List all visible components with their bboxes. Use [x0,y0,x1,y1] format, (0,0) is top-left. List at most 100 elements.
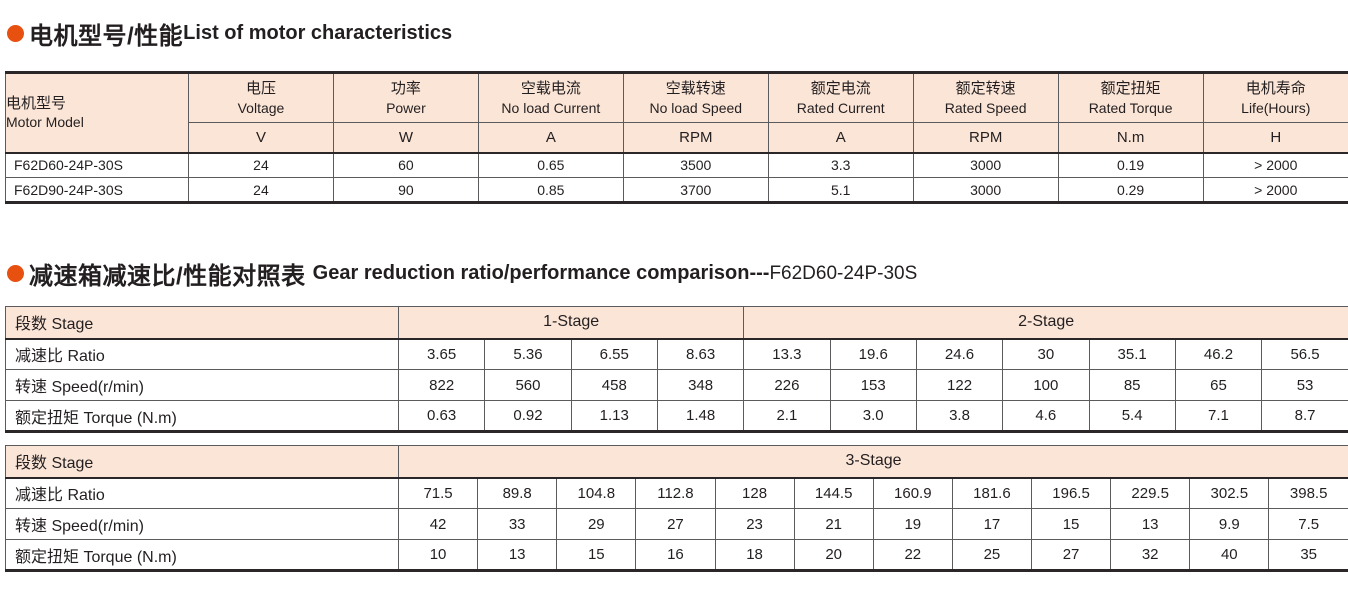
data-cell: 71.5 [399,478,478,509]
data-cell: 7.1 [1175,401,1261,432]
data-cell: 0.63 [399,401,485,432]
data-cell: 18 [715,540,794,571]
data-cell: 3.3 [768,153,913,178]
data-cell: 27 [636,509,715,540]
row-label-cell: 额定扭矩 Torque (N.m) [6,401,399,432]
section2-title-zh: 减速箱减速比/性能对照表 [29,256,306,291]
data-cell: 6.55 [571,339,657,370]
data-cell: 24 [189,153,334,178]
data-cell: 22 [873,540,952,571]
unit-cell: H [1203,123,1348,153]
section1-title-zh: 电机型号/性能 [29,16,183,51]
gear12-speed-row: 转速 Speed(r/min) 822 560 458 348 226 153 … [6,370,1348,401]
stage-group-3stage: 3-Stage [399,446,1348,478]
unit-cell: A [478,123,623,153]
data-cell: 302.5 [1190,478,1269,509]
gear3-torque-row: 额定扭矩 Torque (N.m) 10 13 15 16 18 20 22 2… [6,540,1348,571]
header-en: Rated Torque [1059,99,1203,117]
model-cell: F62D90-24P-30S [6,178,189,203]
data-cell: 0.92 [485,401,571,432]
data-cell: 1.48 [657,401,743,432]
data-cell: 560 [485,370,571,401]
header-en: Rated Speed [914,99,1058,117]
data-cell: 42 [399,509,478,540]
data-cell: 23 [715,509,794,540]
data-cell: 3700 [623,178,768,203]
gear3-speed-row: 转速 Speed(r/min) 42 33 29 27 23 21 19 17 … [6,509,1348,540]
data-cell: 181.6 [952,478,1031,509]
data-cell: 35.1 [1089,339,1175,370]
bullet-icon [7,25,24,42]
data-cell: 458 [571,370,657,401]
header-zh: 空载转速 [624,79,768,99]
unit-cell: RPM [623,123,768,153]
data-cell: 1.13 [571,401,657,432]
data-cell: 15 [557,540,636,571]
stage-label-cell: 段数 Stage [6,446,399,478]
data-cell: 7.5 [1269,509,1348,540]
data-cell: 35 [1269,540,1348,571]
corner-label-en: Motor Model [6,113,188,131]
data-cell: 3000 [913,178,1058,203]
gear3-header-row: 段数 Stage 3-Stage [6,446,1348,478]
data-cell: 10 [399,540,478,571]
data-cell: 24 [189,178,334,203]
motor-data-row: F62D60-24P-30S 24 60 0.65 3500 3.3 3000 … [6,153,1348,178]
row-label-cell: 转速 Speed(r/min) [6,370,399,401]
data-cell: > 2000 [1203,178,1348,203]
data-cell: 65 [1175,370,1261,401]
data-cell: 20 [794,540,873,571]
header-zh: 电机寿命 [1204,79,1348,99]
bullet-icon [7,265,24,282]
data-cell: 398.5 [1269,478,1348,509]
data-cell: 0.29 [1058,178,1203,203]
motor-model-corner-cell: 电机型号 Motor Model [6,73,189,153]
data-cell: 25 [952,540,1031,571]
data-cell: 348 [657,370,743,401]
header-zh: 空载电流 [479,79,623,99]
section2-title-en: Gear reduction ratio/performance compari… [313,262,770,285]
data-cell: 8.7 [1262,401,1348,432]
data-cell: 4.6 [1003,401,1089,432]
header-en: Life(Hours) [1204,99,1348,117]
data-cell: 5.36 [485,339,571,370]
data-cell: 3.8 [916,401,1002,432]
gear12-torque-row: 额定扭矩 Torque (N.m) 0.63 0.92 1.13 1.48 2.… [6,401,1348,432]
gear12-ratio-row: 减速比 Ratio 3.65 5.36 6.55 8.63 13.3 19.6 … [6,339,1348,370]
data-cell: 122 [916,370,1002,401]
data-cell: 153 [830,370,916,401]
data-cell: 226 [744,370,830,401]
stage-group-2stage: 2-Stage [744,307,1348,339]
section1-heading: 电机型号/性能 List of motor characteristics [7,16,1348,51]
data-cell: 2.1 [744,401,830,432]
row-label-cell: 转速 Speed(r/min) [6,509,399,540]
header-en: Power [334,99,478,117]
gear3-ratio-row: 减速比 Ratio 71.5 89.8 104.8 112.8 128 144.… [6,478,1348,509]
header-en: No load Current [479,99,623,117]
data-cell: 822 [399,370,485,401]
header-en: Rated Current [769,99,913,117]
data-cell: 89.8 [478,478,557,509]
corner-label-zh: 电机型号 [6,94,188,114]
unit-cell: N.m [1058,123,1203,153]
data-cell: 32 [1111,540,1190,571]
data-cell: 16 [636,540,715,571]
section1-title-en: List of motor characteristics [183,22,452,45]
data-cell: 104.8 [557,478,636,509]
header-zh: 额定电流 [769,79,913,99]
data-cell: 9.9 [1190,509,1269,540]
section2-heading: 减速箱减速比/性能对照表 Gear reduction ratio/perfor… [7,256,1348,291]
data-cell: 29 [557,509,636,540]
header-zh: 功率 [334,79,478,99]
data-cell: 13.3 [744,339,830,370]
data-cell: 144.5 [794,478,873,509]
data-cell: 27 [1032,540,1111,571]
data-cell: 19 [873,509,952,540]
data-cell: 8.63 [657,339,743,370]
